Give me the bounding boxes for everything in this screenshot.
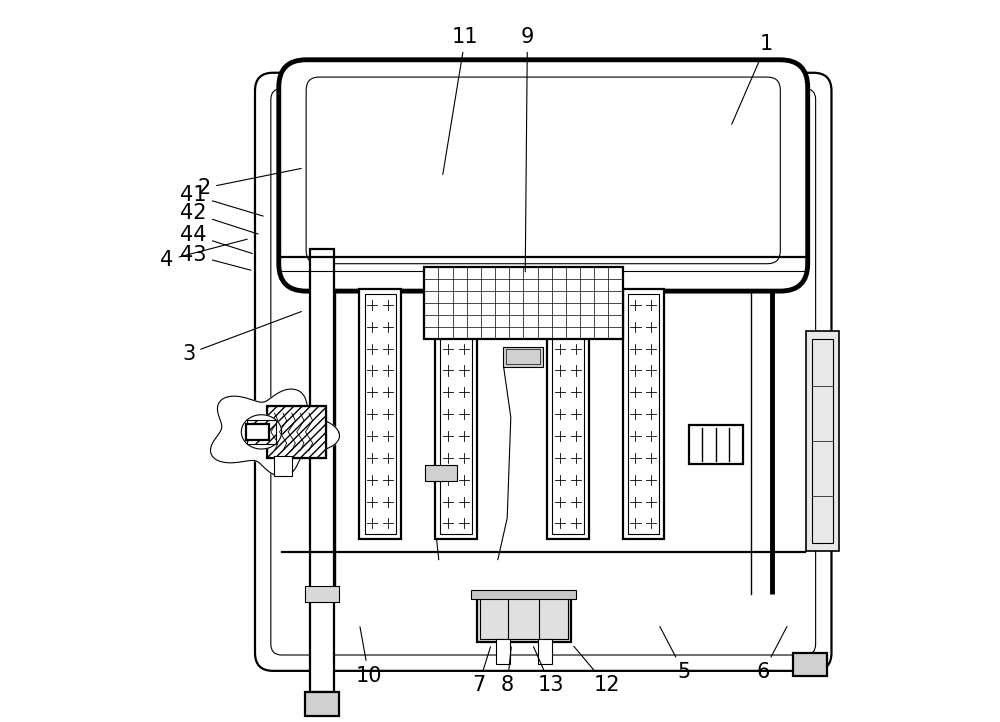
Text: 9: 9: [521, 27, 534, 271]
Polygon shape: [211, 389, 339, 477]
Bar: [365, 294, 396, 534]
Bar: [246, 424, 269, 440]
Bar: [305, 586, 339, 601]
Text: 42: 42: [180, 204, 258, 234]
Text: 5: 5: [660, 627, 690, 682]
Bar: [425, 466, 457, 481]
Bar: [310, 249, 334, 692]
Bar: [435, 289, 477, 539]
Bar: [812, 339, 833, 544]
Bar: [547, 289, 589, 539]
Bar: [806, 331, 839, 550]
Bar: [440, 294, 472, 534]
Bar: [359, 289, 401, 539]
Bar: [552, 294, 584, 534]
Text: 12: 12: [574, 646, 620, 695]
Bar: [503, 347, 543, 367]
Bar: [623, 289, 664, 539]
Text: 41: 41: [180, 186, 263, 216]
Bar: [477, 595, 571, 642]
Bar: [471, 590, 576, 599]
Bar: [480, 598, 568, 639]
Bar: [267, 406, 326, 458]
Bar: [247, 419, 276, 444]
Text: 43: 43: [180, 245, 251, 270]
Bar: [793, 653, 827, 676]
Bar: [689, 425, 743, 464]
Bar: [496, 639, 510, 664]
Text: 4: 4: [160, 239, 247, 270]
Bar: [538, 639, 552, 664]
Bar: [628, 294, 659, 534]
Text: 10: 10: [356, 627, 382, 686]
Text: 7: 7: [472, 647, 491, 695]
Polygon shape: [241, 414, 282, 449]
Text: 11: 11: [443, 27, 479, 175]
Text: 44: 44: [180, 225, 252, 253]
FancyBboxPatch shape: [279, 60, 808, 291]
Bar: [267, 406, 326, 458]
Bar: [305, 692, 339, 716]
Text: 8: 8: [501, 647, 514, 695]
Bar: [274, 456, 292, 476]
Text: 1: 1: [732, 34, 773, 124]
Text: 13: 13: [534, 647, 564, 695]
Bar: [506, 349, 540, 364]
Text: 6: 6: [756, 627, 787, 682]
Text: 2: 2: [198, 168, 301, 198]
Text: 3: 3: [182, 311, 301, 364]
FancyBboxPatch shape: [255, 73, 831, 671]
Bar: [424, 267, 623, 339]
